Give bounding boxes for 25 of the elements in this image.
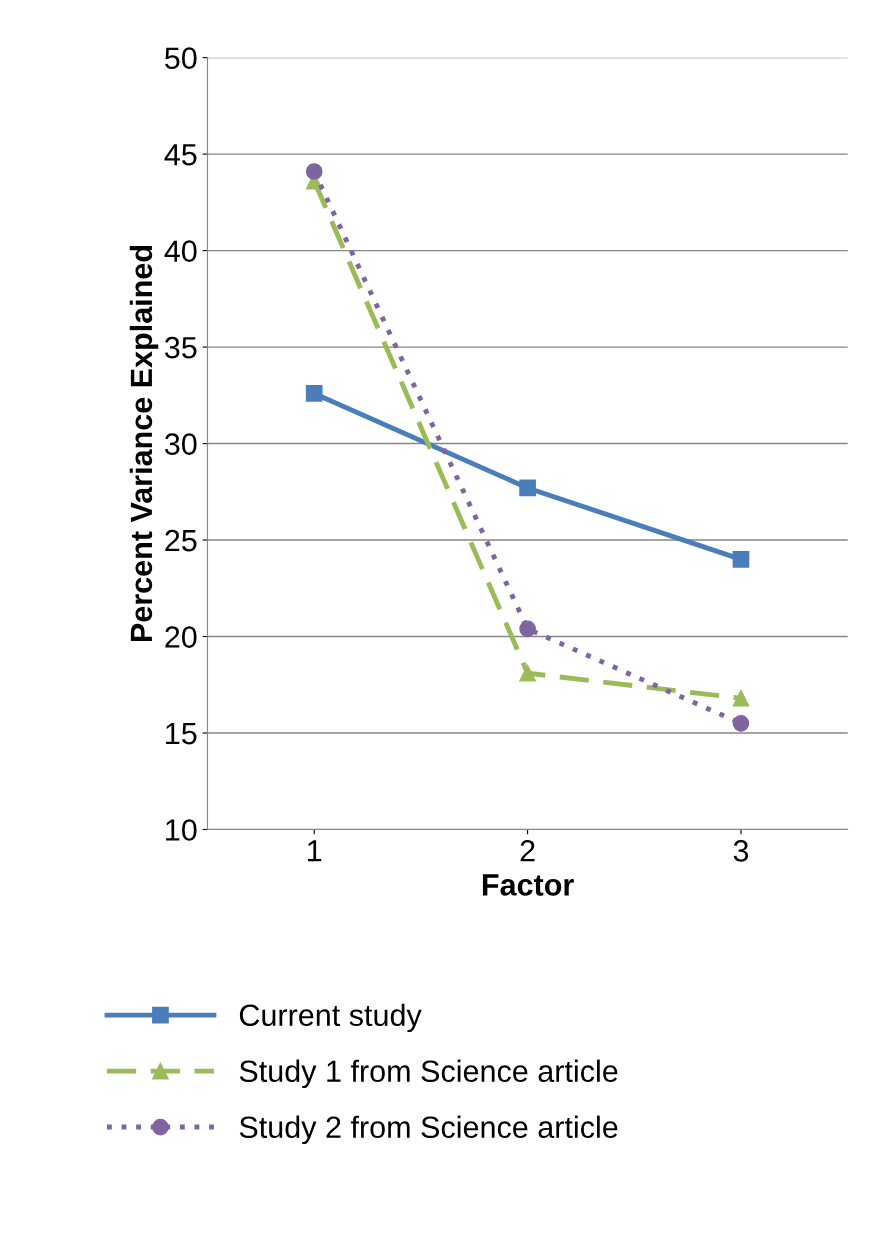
point: [305, 385, 323, 402]
x-tick-label: 2: [520, 840, 535, 862]
y-tick-label: 30: [164, 433, 197, 455]
x-tick-label: 1: [308, 840, 322, 862]
y-axis-title: Percent Variance Explained: [129, 246, 159, 642]
y-tick-label: 45: [164, 144, 197, 166]
point: [732, 715, 750, 732]
point: [519, 479, 536, 497]
point: [519, 620, 536, 638]
legend-label: Current study: [239, 1003, 422, 1033]
legend-label: Study 1 from Science article: [239, 1059, 618, 1089]
x-axis-title: Factor: [482, 874, 574, 896]
point: [732, 551, 750, 568]
y-tick-label: 10: [166, 819, 197, 841]
point: [519, 664, 536, 682]
y-tick-label: 15: [166, 723, 197, 745]
y-tick-label: 25: [165, 529, 197, 552]
y-tick-label: 40: [164, 240, 197, 262]
legend-label: Study 2 from Science article: [239, 1115, 618, 1145]
y-tick-label: 50: [165, 47, 197, 70]
point: [732, 689, 750, 707]
y-tick-label: 20: [165, 626, 197, 648]
x-tick-label: 3: [733, 840, 749, 862]
y-tick-label: 35: [164, 336, 197, 359]
point: [305, 163, 323, 180]
